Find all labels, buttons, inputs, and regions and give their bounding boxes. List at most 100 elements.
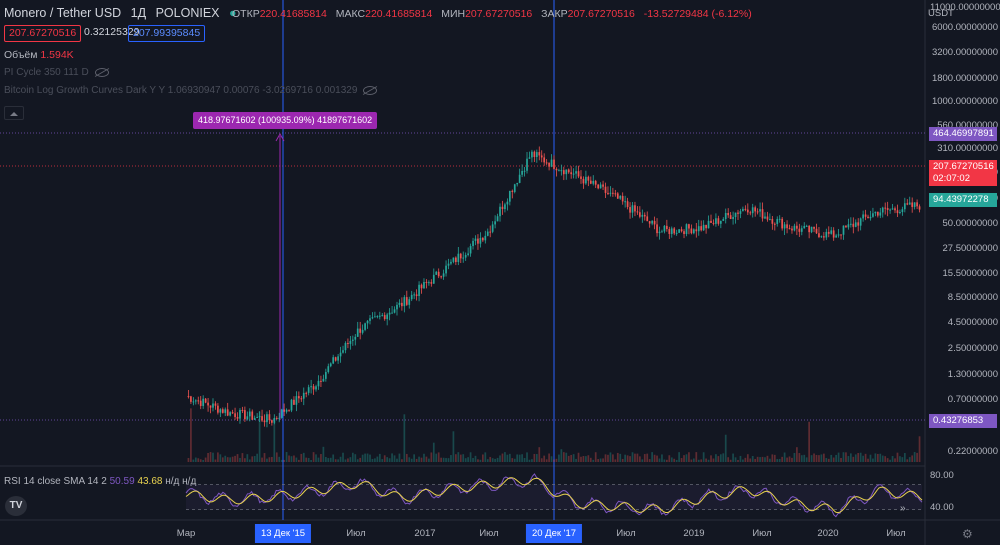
measure-arrowhead: [275, 132, 285, 142]
candle-body: [504, 204, 506, 210]
volume-bar: [545, 459, 548, 462]
volume-bar: [913, 452, 916, 462]
settings-gear-icon[interactable]: ⚙: [962, 527, 973, 541]
candle-body: [513, 184, 516, 192]
volume-bar: [614, 459, 617, 462]
candle-body: [857, 222, 860, 226]
candle-body: [486, 231, 489, 236]
volume-bar: [879, 453, 882, 462]
volume-bar: [548, 453, 550, 462]
volume-bar: [386, 457, 389, 462]
volume-bar: [413, 454, 416, 462]
tradingview-logo[interactable]: TV: [5, 496, 27, 516]
close-label: ЗАКР: [541, 8, 568, 20]
candle-body: [305, 392, 308, 394]
volume-bar: [823, 453, 825, 462]
candle-body: [820, 236, 823, 238]
scroll-to-realtime-icon[interactable]: »: [900, 503, 906, 514]
candle-body: [297, 396, 300, 399]
candle-body: [418, 284, 420, 297]
volume-bar: [800, 455, 803, 462]
volume-bar: [764, 457, 766, 462]
volume-bar: [481, 454, 484, 462]
candle-body: [361, 329, 364, 333]
candle-body: [661, 231, 663, 233]
candle-body: [658, 231, 661, 234]
volume-bar: [457, 452, 460, 462]
candle-body: [815, 228, 818, 234]
candle-body: [248, 411, 251, 417]
candle-body: [867, 216, 869, 219]
volume-bar: [840, 457, 842, 462]
volume-bar: [224, 455, 227, 462]
candle-body: [229, 412, 232, 416]
volume-bar: [575, 458, 577, 462]
candle-body: [452, 257, 455, 262]
log-growth-indicator[interactable]: Bitcoin Log Growth Curves Dark Y Y 1.069…: [4, 85, 378, 96]
candle-body: [685, 224, 688, 235]
candle-body: [383, 315, 386, 320]
candle-body: [582, 178, 585, 184]
volume-bar: [464, 458, 467, 462]
hidden-eye-icon[interactable]: [363, 85, 378, 95]
volume-bar: [266, 458, 268, 462]
volume-bar: [668, 455, 671, 462]
candle-body: [808, 225, 811, 233]
hidden-eye-icon[interactable]: [94, 67, 109, 77]
candle-body: [876, 211, 879, 216]
low-label: МИН: [441, 8, 466, 20]
candle-body: [553, 159, 555, 169]
candle-body: [631, 205, 634, 213]
volume-bar: [739, 455, 742, 462]
countdown-label: 02:07:02: [929, 172, 997, 186]
price-tick: 27.50000000: [942, 243, 998, 254]
candle-body: [531, 151, 533, 158]
price-tick: 310.00000000: [937, 143, 998, 154]
price-label-low: 0.43276853: [929, 414, 997, 428]
candle-body: [803, 226, 806, 229]
symbol-title[interactable]: Monero / Tether USD 1Д POLONIEX ●: [4, 6, 243, 20]
volume-bar: [332, 454, 335, 462]
volume-bar: [337, 459, 339, 462]
volume-bar: [244, 458, 246, 462]
candle-body: [327, 366, 330, 373]
volume-indicator[interactable]: Объём 1.594K: [4, 49, 74, 61]
candle-body: [587, 176, 590, 181]
collapse-legend-button[interactable]: [4, 106, 24, 120]
candle-body: [405, 297, 408, 305]
rsi-label: RSI 14 close SMA 14 2: [4, 476, 107, 487]
volume-bar: [496, 457, 499, 462]
candle-body: [315, 386, 317, 390]
candle-body: [604, 186, 607, 193]
volume-bar: [903, 453, 906, 462]
candle-body: [523, 170, 526, 172]
volume-bar: [383, 455, 386, 462]
candle-body: [845, 225, 847, 228]
volume-bar: [661, 454, 663, 462]
sell-button[interactable]: 207.67270516: [4, 25, 82, 42]
volume-bar: [310, 459, 312, 462]
pi-cycle-indicator[interactable]: PI Cycle 350 111 D: [4, 67, 109, 78]
volume-bar: [724, 434, 727, 462]
volume-bar: [420, 457, 423, 462]
candle-body: [719, 220, 722, 224]
volume-bar: [624, 454, 627, 462]
volume-bar: [665, 459, 668, 462]
candle-body: [805, 225, 808, 227]
candle-body: [234, 413, 236, 417]
buy-button[interactable]: 207.99395845: [128, 25, 206, 42]
rsi-legend[interactable]: RSI 14 close SMA 14 2 50.59 43.68 н/д н/…: [4, 476, 196, 487]
volume-bar: [477, 459, 479, 462]
volume-value: 1.594K: [40, 49, 74, 61]
volume-bar: [401, 459, 403, 462]
candle-body: [734, 212, 737, 218]
volume-bar: [295, 457, 298, 462]
candle-body: [577, 171, 580, 177]
candle-body: [884, 207, 887, 209]
candle-body: [744, 208, 747, 210]
candle-body: [236, 416, 239, 419]
volume-bar: [217, 452, 219, 462]
candle-body: [190, 396, 192, 402]
price-tick: 1800.00000000: [931, 73, 998, 84]
